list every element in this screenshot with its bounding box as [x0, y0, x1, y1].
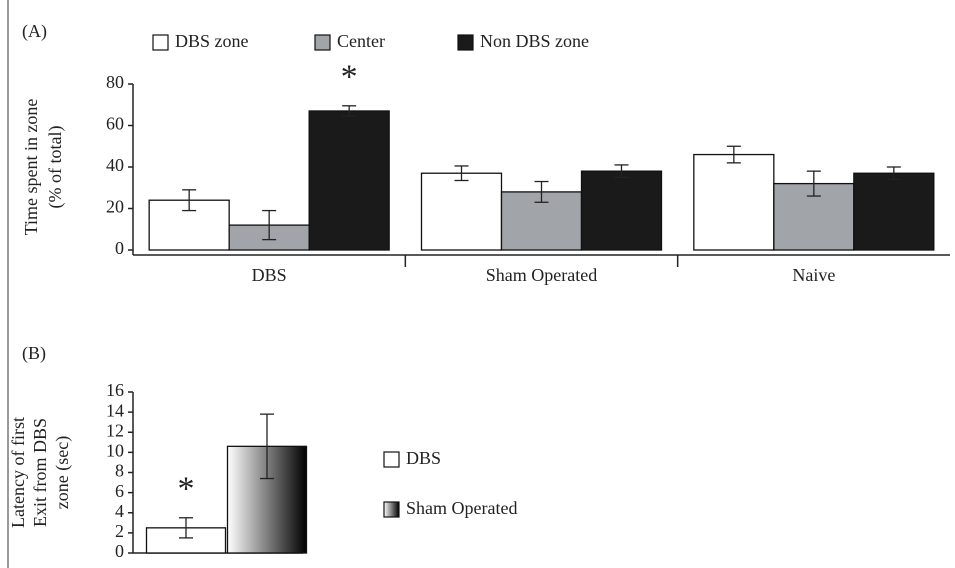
legend-label: DBS zone	[175, 31, 249, 51]
x-tick-label: Naive	[792, 265, 835, 285]
y-tick-label: 2	[115, 521, 124, 541]
y-tick-label: 80	[106, 72, 124, 92]
bar	[693, 153, 775, 251]
error-bar	[534, 180, 549, 203]
error-bar	[726, 145, 741, 164]
y-tick-label: 10	[106, 441, 124, 461]
bar	[308, 110, 390, 251]
legend-label: Sham Operated	[406, 498, 517, 518]
bar	[420, 172, 503, 251]
y-tick-label: 8	[115, 461, 124, 481]
error-bar	[454, 165, 469, 182]
y-tick-label: 4	[115, 501, 124, 521]
error-bar	[260, 413, 274, 480]
error-bar	[614, 164, 629, 179]
bar	[580, 170, 663, 251]
y-tick-label: 20	[106, 197, 124, 217]
y-tick-label: 0	[115, 541, 124, 561]
error-bar	[182, 189, 197, 212]
panel-label: (B)	[22, 343, 46, 364]
error-bar	[342, 105, 357, 117]
y-tick-label: 60	[106, 114, 124, 134]
legend-label: Center	[337, 31, 385, 51]
legend-label: DBS	[406, 448, 441, 468]
x-tick-label: DBS	[252, 265, 287, 285]
significance-marker: *	[178, 471, 195, 508]
y-axis-label: (% of total)	[45, 126, 66, 209]
legend-label: Non DBS zone	[480, 31, 589, 51]
y-tick-label: 40	[106, 155, 124, 175]
significance-marker: *	[341, 59, 358, 96]
legend-swatch	[152, 34, 169, 51]
legend-swatch	[383, 451, 400, 468]
y-axis-label: Time spent in zone	[21, 99, 41, 236]
error-bar	[886, 166, 901, 181]
y-axis-label: Latency of first	[8, 417, 28, 528]
y-axis-label: zone (sec)	[52, 436, 73, 509]
error-bar	[179, 517, 193, 539]
bar	[853, 172, 935, 251]
y-tick-label: 16	[106, 380, 124, 400]
panel-label: (A)	[22, 21, 47, 42]
y-axis-label: Exit from DBS	[30, 418, 50, 527]
y-tick-label: 12	[106, 420, 124, 440]
legend-swatch	[383, 501, 400, 518]
error-bar	[262, 209, 277, 241]
legend-swatch	[457, 34, 474, 51]
y-tick-label: 14	[106, 400, 124, 420]
x-tick-label: Sham Operated	[486, 265, 597, 285]
error-bar	[806, 170, 821, 197]
y-tick-label: 6	[115, 481, 124, 501]
y-tick-label: 0	[115, 238, 124, 258]
legend-swatch	[314, 34, 331, 51]
